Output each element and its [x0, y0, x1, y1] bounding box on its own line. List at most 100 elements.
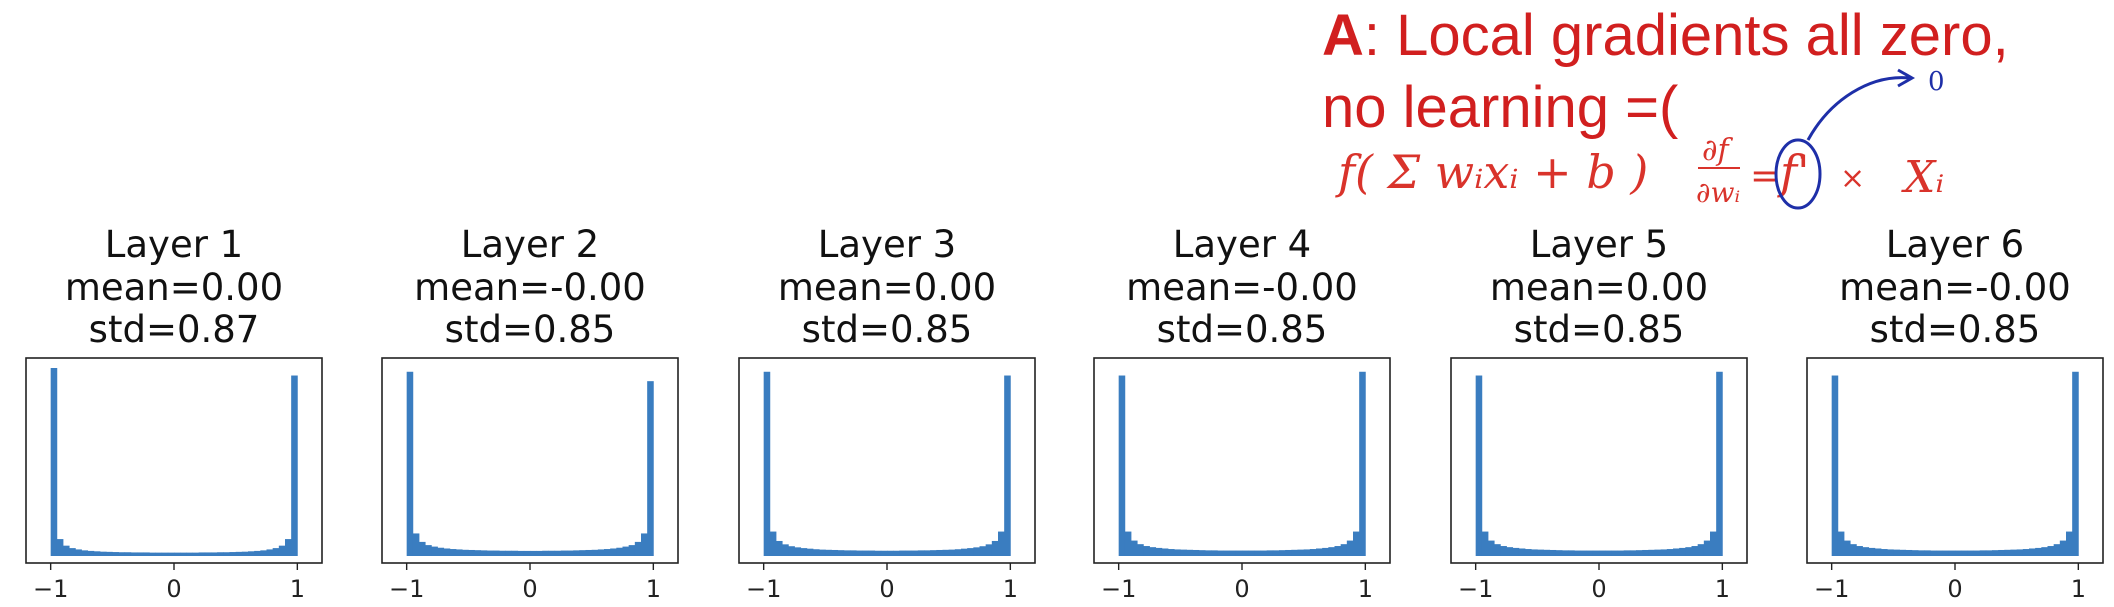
panel-1-bar-28	[217, 552, 224, 556]
handwritten-xi: Xᵢ	[1901, 152, 1944, 203]
handwritten-circle	[1774, 138, 1822, 210]
panel-4-bar-26	[1272, 550, 1280, 556]
panel-2-bar-1	[406, 371, 414, 556]
panel-4-bar-21	[1242, 550, 1249, 556]
panel-2-bar-23	[542, 550, 549, 556]
panel-2-bar-26	[560, 550, 568, 556]
panel-3-bar-37	[985, 544, 993, 556]
panel-1-bar-14	[130, 552, 138, 556]
panel-4-bar-15	[1205, 550, 1212, 556]
panel-2-bar-5	[431, 546, 438, 556]
panel-6-bar-9	[1881, 549, 1888, 556]
panel-3-bar-22	[893, 550, 900, 556]
panel-4-bar-19	[1229, 550, 1237, 556]
panel-1-bar-39	[285, 539, 292, 556]
panel-6-bar-23	[1967, 550, 1974, 556]
panel-1-tick-label-3: 1	[290, 575, 305, 603]
panel-3-bar-28	[930, 550, 937, 556]
panel-6-bar-8	[1874, 548, 1882, 556]
panel-3-bar-23	[899, 550, 906, 556]
panel-5-bar-29	[1648, 549, 1655, 556]
panel-1-bar-20	[167, 552, 175, 556]
panel-5-bar-19	[1586, 550, 1594, 556]
panel-4-bar-8	[1161, 548, 1169, 556]
panel-6-bar-27	[1992, 550, 1999, 556]
panel-5-bar-18	[1580, 550, 1588, 556]
panel-4-title-line-3: std=0.85	[1157, 308, 1328, 351]
panel-3-bar-30	[942, 549, 950, 556]
panel-5-bar-13	[1549, 549, 1557, 556]
handwritten-arrow	[1806, 76, 1911, 141]
panel-1-bar-9	[100, 551, 107, 556]
panel-4-bar-1	[1118, 375, 1126, 556]
panel-5-title-line-3: std=0.85	[1514, 308, 1685, 351]
panel-6-tick-label-1: −1	[1814, 575, 1849, 603]
panel-3-bar-29	[936, 549, 943, 556]
panel-5-bar-37	[1697, 544, 1705, 556]
panel-2-bar-22	[536, 550, 543, 556]
panel-2-bar-11	[468, 549, 475, 556]
panel-4-bar-32	[1309, 549, 1317, 556]
panel-5-tick-label-3: 1	[1715, 575, 1730, 603]
panel-4-frame	[1093, 357, 1391, 564]
panel-2-bar-39	[641, 533, 648, 556]
panel-6-bar-35	[2041, 547, 2048, 556]
panel-3-bar-25	[911, 550, 919, 556]
panel-6-bar-22	[1961, 550, 1968, 556]
panel-6-bar-4	[1850, 544, 1857, 556]
panel-2-bar-25	[554, 550, 562, 556]
panel-2-bar-37	[628, 545, 636, 556]
panel-3-title-line-3: std=0.85	[802, 308, 973, 351]
panel-5-bar-28	[1642, 549, 1649, 556]
panel-3-bar-2	[769, 531, 777, 556]
panel-5-bar-14	[1555, 550, 1563, 556]
panel-2-bar-9	[456, 549, 463, 556]
answer-letter: A	[1322, 3, 1364, 68]
panel-3-bar-5	[788, 546, 795, 556]
panel-4-bar-10	[1174, 549, 1181, 556]
panel-4-bar-17	[1217, 550, 1224, 556]
panel-5-bar-3	[1488, 540, 1495, 556]
panel-5-bar-32	[1666, 549, 1674, 556]
panel-5-bar-38	[1703, 540, 1711, 556]
panel-6-bar-16	[1924, 550, 1931, 556]
panel-3-bar-35	[973, 547, 980, 556]
panel-1-bar-40	[291, 375, 298, 556]
panel-1-bar-23	[186, 552, 193, 556]
handwritten-partial-numerator: ∂f	[1702, 133, 1734, 168]
panel-6-bar-5	[1856, 546, 1863, 556]
panel-4-bar-2	[1124, 531, 1132, 556]
panel-1-bar-37	[272, 548, 280, 556]
panel-3-bar-20	[880, 550, 888, 556]
panel-2-bar-29	[579, 550, 586, 556]
panel-5-bar-36	[1691, 546, 1699, 556]
panel-2-frame	[381, 357, 679, 564]
panel-4-bar-3	[1131, 540, 1138, 556]
panel-5-bar-35	[1685, 547, 1692, 556]
panel-1-title-line-1: Layer 1	[105, 223, 243, 266]
panel-1-bar-25	[198, 552, 206, 556]
handwritten-zero: 0	[1928, 67, 1945, 97]
panel-4-tick-label-2: 0	[1234, 575, 1249, 603]
panel-3-bar-36	[979, 546, 987, 556]
panel-6-bar-18	[1936, 550, 1944, 556]
panel-5-bar-2	[1481, 531, 1489, 556]
panel-2-bar-2	[412, 533, 420, 556]
panel-3-bar-12	[831, 549, 839, 556]
panel-3-bar-40	[1004, 375, 1011, 556]
panel-6-bar-10	[1887, 549, 1894, 556]
panel-4-title-line-2: mean=-0.00	[1126, 266, 1358, 309]
panel-5-bar-7	[1512, 547, 1520, 556]
panel-1-bar-2	[56, 539, 64, 556]
panel-6-bar-3	[1844, 540, 1851, 556]
panel-2-bar-34	[610, 548, 617, 556]
panel-1-bar-34	[254, 550, 261, 556]
panel-6-bar-12	[1899, 549, 1907, 556]
panel-3-tick-label-3: 1	[1003, 575, 1018, 603]
panel-3-title-line-2: mean=0.00	[778, 266, 996, 309]
panel-1-bar-13	[124, 552, 132, 556]
answer-annotation: A: Local gradients all zero, no learning…	[1322, 0, 2082, 144]
panel-5-bar-30	[1654, 549, 1662, 556]
panel-3-bar-7	[800, 548, 808, 556]
